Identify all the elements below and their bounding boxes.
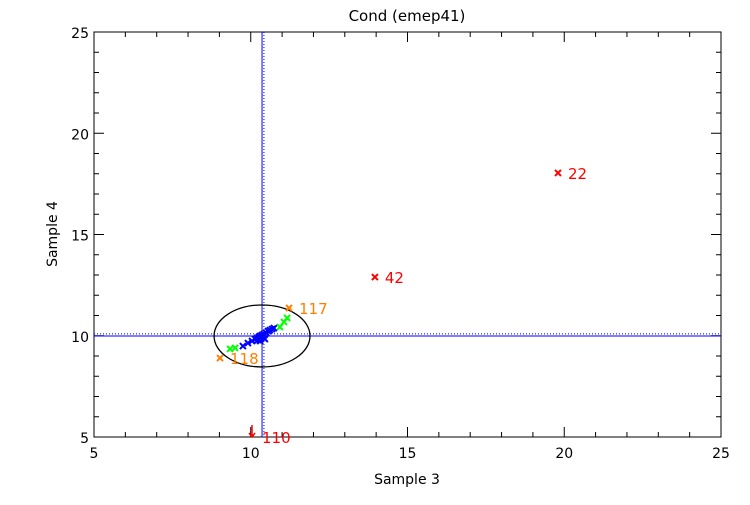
y-tick-label: 20 <box>71 127 89 143</box>
point-label: 117 <box>299 300 328 318</box>
plot-frame <box>93 31 722 438</box>
y-tick-label: 10 <box>71 330 89 346</box>
data-point-core <box>256 337 264 345</box>
y-tick-label: 5 <box>80 431 89 447</box>
data-point-edge <box>283 314 291 322</box>
x-tick-label: 15 <box>399 446 417 462</box>
data-point-edge <box>231 344 239 352</box>
data-point-outliers-orange <box>216 354 224 362</box>
data-point-core <box>261 335 269 343</box>
confidence-ellipse <box>213 304 311 368</box>
chart-title: Cond (emep41) <box>349 7 466 25</box>
x-axis-label: Sample 3 <box>374 472 440 488</box>
data-point-core <box>270 324 278 332</box>
x-tick-label: 10 <box>242 446 260 462</box>
data-point-core <box>244 339 252 347</box>
x-tick-label: 20 <box>555 446 573 462</box>
point-label: 42 <box>385 269 404 287</box>
y-tick-label: 15 <box>71 229 89 245</box>
y-axis-label: Sample 4 <box>45 201 61 267</box>
data-point-outliers-red <box>371 273 379 281</box>
data-point-edge <box>226 345 234 353</box>
x-tick-label: 5 <box>90 446 99 462</box>
y-tick-label: 25 <box>71 26 89 42</box>
point-label: 110 <box>262 429 291 447</box>
x-tick-label: 25 <box>712 446 730 462</box>
point-label: 22 <box>568 165 587 183</box>
data-point-outliers-orange <box>285 304 293 312</box>
data-point-outliers-red <box>554 169 562 177</box>
point-label: 118 <box>230 350 259 368</box>
data-point-core <box>239 342 247 350</box>
offscale-point-arrow <box>248 425 256 439</box>
